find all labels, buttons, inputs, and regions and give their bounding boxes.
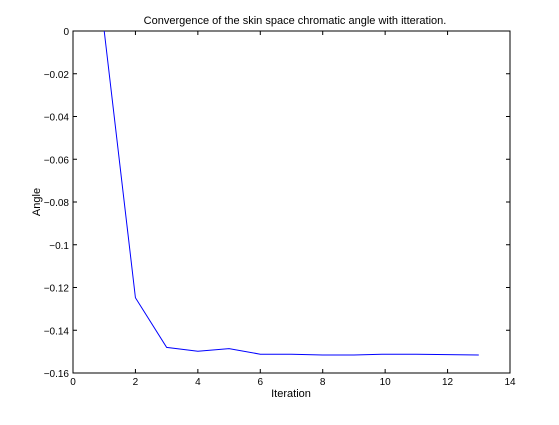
x-tick-label: 14 xyxy=(504,377,516,388)
x-tick-label: 6 xyxy=(258,377,264,388)
y-tick-label: −0.1 xyxy=(49,241,69,252)
y-tick-label: 0 xyxy=(63,27,69,38)
x-tick-label: 10 xyxy=(380,377,392,388)
x-tick-label: 2 xyxy=(133,377,139,388)
x-tick-label: 12 xyxy=(442,377,454,388)
y-tick-label: −0.06 xyxy=(44,155,70,166)
chart-title: Convergence of the skin space chromatic … xyxy=(144,15,447,27)
y-tick-label: −0.14 xyxy=(44,326,70,337)
x-tick-label: 0 xyxy=(70,377,76,388)
x-tick-label: 4 xyxy=(195,377,201,388)
y-axis: 0 −0.02 −0.04 −0.06 −0.08 −0.1 −0.12 −0.14 −0.16 xyxy=(44,27,510,380)
y-tick-label: −0.04 xyxy=(44,113,70,124)
y-tick-label: −0.08 xyxy=(44,198,70,209)
x-axis: 0 2 4 6 8 10 12 14 xyxy=(70,31,516,388)
y-tick-label: −0.12 xyxy=(44,284,70,295)
y-axis-label: Angle xyxy=(31,188,43,216)
y-tick-label: −0.16 xyxy=(44,369,70,380)
x-axis-label: Iteration xyxy=(271,388,311,400)
y-tick-label: −0.02 xyxy=(44,70,70,81)
series-line xyxy=(103,30,479,356)
x-tick-label: 8 xyxy=(320,377,326,388)
plot-area xyxy=(72,30,511,374)
series-layer xyxy=(103,30,479,356)
